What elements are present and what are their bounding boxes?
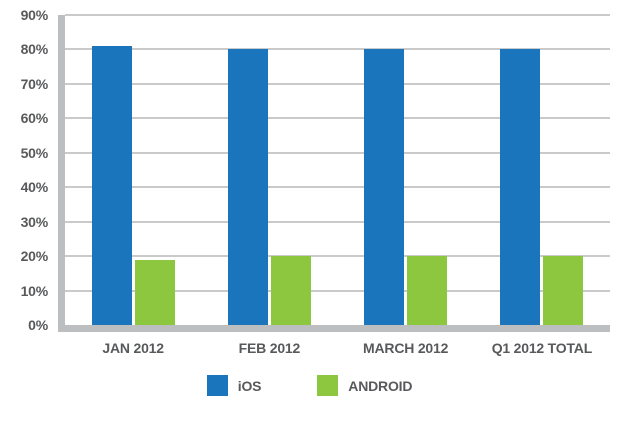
bar-group: [201, 15, 337, 325]
bar-android: [270, 256, 311, 325]
plot-area: [58, 14, 610, 332]
y-tick-label: 50%: [20, 144, 49, 161]
gridline: [65, 48, 610, 51]
y-tick-label: 70%: [20, 75, 49, 92]
y-tick-label: 10%: [20, 282, 49, 299]
gridline: [65, 151, 610, 154]
bar-android: [543, 256, 584, 325]
x-tick-label: FEB 2012: [238, 340, 301, 356]
legend-item-android: ANDROID: [317, 375, 412, 396]
gridline: [65, 255, 610, 258]
bar-android: [134, 259, 175, 325]
y-tick-label: 20%: [20, 248, 49, 265]
bars-layer: [65, 15, 610, 325]
gridline: [65, 14, 610, 16]
gridline: [65, 186, 610, 189]
x-tick-label: JAN 2012: [102, 340, 164, 356]
bar-group: [65, 15, 201, 325]
x-tick-label: Q1 2012 TOTAL: [491, 340, 593, 356]
bar-group: [338, 15, 474, 325]
y-tick-label: 60%: [20, 110, 49, 127]
gridline: [65, 117, 610, 120]
legend-swatch-android: [317, 375, 339, 396]
y-tick-label: 0%: [28, 317, 48, 333]
x-axis: JAN 2012 FEB 2012 MARCH 2012 Q1 2012 TOTAL: [65, 340, 610, 356]
bar-ios: [364, 49, 405, 325]
bar-ios: [227, 49, 268, 325]
y-tick-label: 30%: [20, 213, 49, 230]
legend-label-android: ANDROID: [348, 377, 413, 394]
gridline: [65, 220, 610, 223]
x-tick-label: MARCH 2012: [363, 340, 449, 356]
legend: iOS ANDROID: [0, 375, 619, 396]
y-tick-label: 40%: [20, 179, 49, 196]
y-axis: 0% 10% 20% 30% 40% 50% 60% 70% 80% 90%: [6, 8, 56, 332]
bar-ios: [500, 49, 541, 325]
gridline: [65, 289, 610, 292]
bar-group: [474, 15, 610, 325]
y-tick-label: 90%: [20, 7, 49, 23]
legend-swatch-ios: [206, 375, 228, 396]
y-tick-label: 80%: [20, 41, 49, 58]
bar-android: [407, 256, 448, 325]
gridline: [65, 82, 610, 85]
legend-label-ios: iOS: [237, 377, 262, 394]
legend-item-ios: iOS: [206, 375, 262, 396]
bar-ios: [91, 46, 132, 325]
